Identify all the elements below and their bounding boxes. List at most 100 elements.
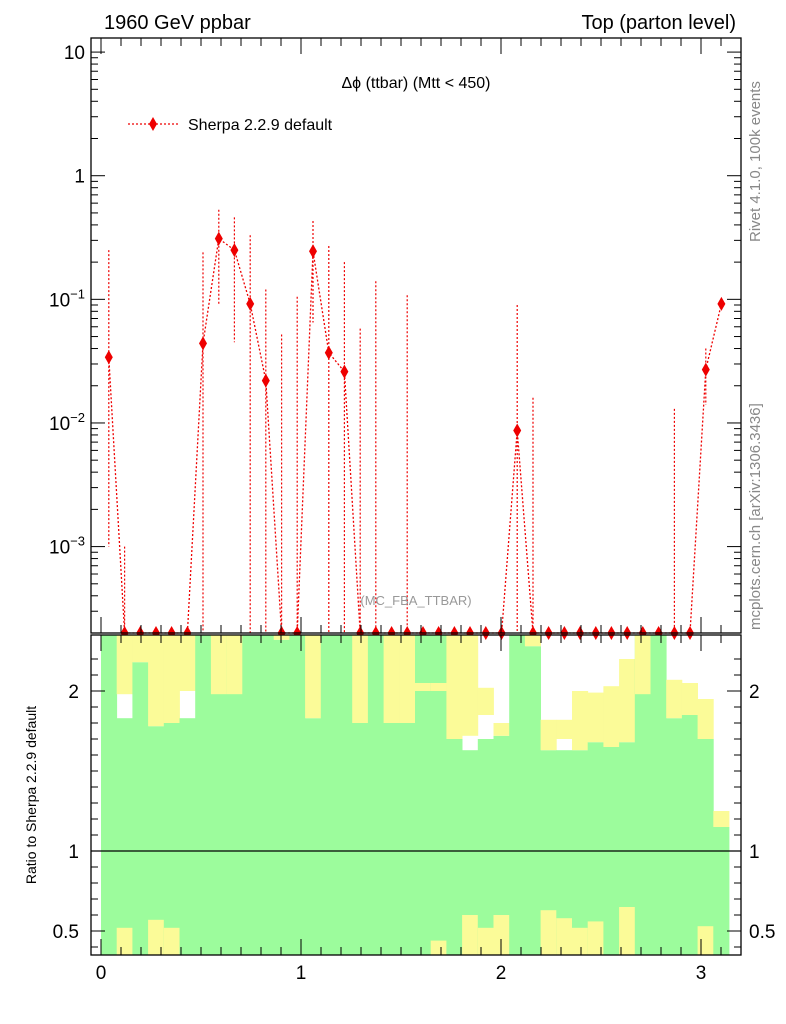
main-frame — [90, 37, 742, 634]
ratio-inner-band — [305, 718, 322, 955]
ratio-outer-band-upper — [572, 691, 589, 751]
ratio-inner-band — [619, 742, 636, 955]
main-y-axis: 10 1 10−1 10−2 10−3 — [49, 43, 741, 634]
rivet-version-label: Rivet 4.1.0, 100k events — [747, 81, 764, 242]
ratio-outer-band-upper — [446, 635, 463, 739]
data-point — [513, 423, 522, 438]
ratio-outer-band-upper — [352, 635, 369, 723]
header-left-label: 1960 GeV ppbar — [104, 12, 251, 34]
series-line — [108, 237, 723, 634]
ratio-inner-band — [430, 635, 447, 955]
ratio-inner-band — [367, 635, 384, 955]
ratio-outer-band-lower — [462, 915, 479, 955]
ratio-outer-band-upper — [462, 635, 479, 736]
ratio-outer-band-lower — [148, 919, 165, 955]
ratio-y-axis: 0.5 0.5 1 1 2 2 — [53, 658, 775, 948]
ratio-x-tick-label: 2 — [496, 963, 507, 984]
ratio-outer-band-upper — [587, 692, 604, 743]
ratio-outer-band-upper — [493, 723, 510, 736]
ratio-inner-band — [587, 742, 604, 955]
ratio-inner-band — [226, 635, 243, 955]
ratio-outer-band-upper — [305, 635, 322, 719]
ratio-outer-band-upper — [132, 635, 149, 663]
ratio-outer-band-upper — [540, 719, 557, 751]
ratio-outer-band-upper — [116, 635, 133, 695]
ratio-outer-band-upper — [619, 659, 636, 743]
ratio-inner-band — [509, 635, 526, 955]
ratio-outer-band-lower — [572, 927, 589, 955]
ratio-inner-band — [179, 718, 196, 955]
data-point — [324, 345, 333, 360]
ratio-outer-band-upper — [179, 635, 196, 691]
ratio-inner-band — [101, 635, 118, 955]
ratio-inner-band — [713, 827, 730, 955]
ratio-y-tick-label: 0.5 — [53, 922, 79, 943]
ratio-outer-band-upper — [666, 679, 683, 719]
ratio-inner-band — [650, 635, 667, 955]
data-point — [214, 231, 223, 246]
data-point — [309, 244, 317, 259]
ratio-y-tick-label-right: 2 — [749, 682, 760, 703]
ratio-outer-band-upper — [226, 635, 243, 695]
main-series-layer — [104, 209, 726, 640]
main-y-tick-label: 1 — [74, 167, 85, 188]
ratio-inner-band — [148, 726, 165, 955]
ratio-x-tick-label: 3 — [696, 963, 707, 984]
main-panel: 10 1 10−1 10−2 10−3 Δϕ (ttbar) (Mtt < 450) (… — [49, 37, 742, 640]
ratio-outer-band-lower — [493, 915, 510, 955]
ratio-inner-band — [163, 723, 180, 955]
ratio-outer-band-lower — [697, 926, 714, 955]
ratio-outer-band-upper — [634, 635, 651, 695]
ratio-outer-band-lower — [619, 907, 636, 955]
ratio-x-tick-label: 1 — [296, 963, 307, 984]
data-point — [701, 362, 710, 377]
ratio-outer-band-upper — [430, 683, 447, 691]
ratio-outer-band-upper — [148, 635, 165, 727]
ratio-band-layer — [101, 635, 730, 955]
main-x-ticks — [100, 38, 722, 633]
ratio-inner-band — [493, 735, 510, 955]
ratio-outer-band-lower — [116, 927, 133, 955]
data-point — [104, 350, 113, 365]
data-point — [261, 373, 270, 388]
ratio-outer-band-upper — [524, 635, 541, 647]
chart-title: Δϕ (ttbar) (Mtt < 450) — [341, 75, 490, 92]
ratio-inner-band — [697, 739, 714, 955]
ratio-inner-band — [634, 635, 651, 955]
ratio-inner-band — [681, 715, 698, 955]
ratio-inner-band — [477, 739, 494, 955]
main-y-tick-label: 10 — [64, 43, 85, 64]
main-y-tick-label: 10−1 — [49, 286, 85, 311]
ratio-outer-band-upper — [556, 719, 573, 739]
ratio-panel: 0.5 0.5 1 1 2 2 0 1 2 3 Ratio to Sherpa 2.2.9 de… — [23, 634, 775, 984]
ratio-inner-band — [132, 662, 149, 955]
ratio-outer-band-lower — [587, 921, 604, 955]
ratio-outer-band-upper — [681, 683, 698, 715]
data-point — [246, 296, 255, 311]
ratio-inner-band — [383, 723, 400, 955]
header-right-label: Top (parton level) — [581, 12, 736, 34]
ratio-outer-band-lower — [540, 910, 557, 955]
data-point — [230, 243, 239, 258]
ratio-inner-band — [320, 635, 337, 955]
ratio-inner-band — [116, 718, 133, 955]
ratio-outer-band-lower — [430, 940, 447, 955]
data-point — [340, 364, 349, 379]
ratio-outer-band-upper — [697, 699, 714, 739]
ratio-x-axis: 0 1 2 3 — [96, 635, 722, 984]
ratio-x-tick-label: 0 — [96, 963, 107, 984]
main-y-tick-label: 10−2 — [49, 410, 85, 435]
ratio-y-tick-label-right: 1 — [749, 842, 760, 863]
ratio-inner-band — [556, 750, 573, 955]
ratio-inner-band — [446, 739, 463, 955]
ratio-inner-band — [210, 635, 227, 955]
ratio-outer-band-lower — [556, 918, 573, 955]
ratio-inner-band — [195, 635, 212, 955]
ratio-inner-band — [572, 750, 589, 955]
ratio-inner-band — [336, 635, 353, 955]
ratio-y-axis-title: Ratio to Sherpa 2.2.9 default — [23, 706, 39, 884]
legend-label: Sherpa 2.2.9 default — [188, 117, 333, 134]
ratio-inner-band — [273, 639, 290, 955]
ratio-outer-band-upper — [399, 635, 416, 723]
